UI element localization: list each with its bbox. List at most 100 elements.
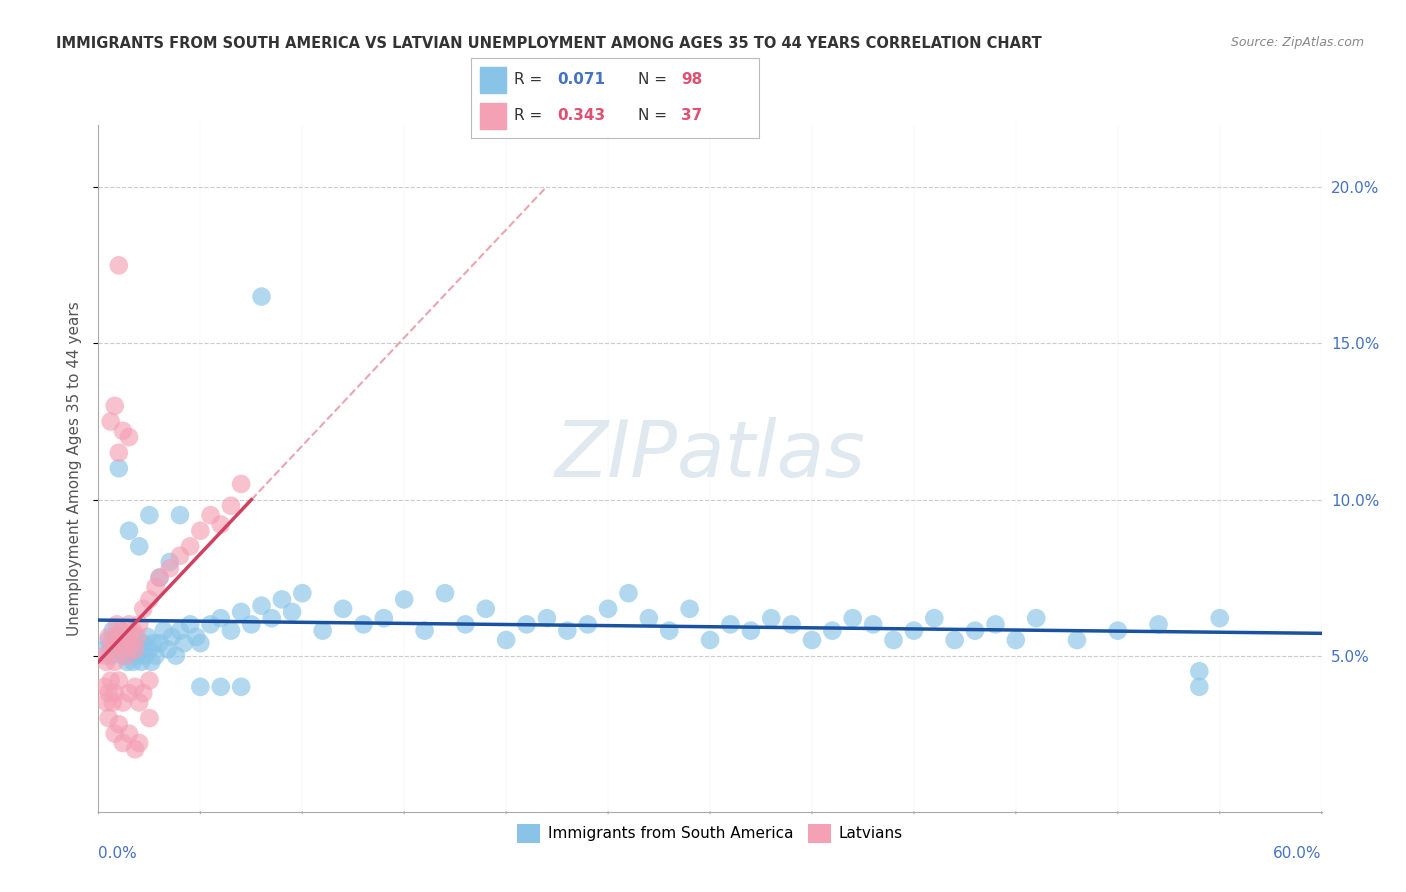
Point — [134, 648, 156, 663]
Point — [209, 680, 232, 694]
Point — [1066, 633, 1088, 648]
Point — [124, 642, 146, 657]
Point — [250, 599, 273, 613]
Point — [110, 636, 132, 650]
Point — [132, 601, 155, 615]
Point — [100, 414, 122, 428]
Point — [1188, 664, 1211, 678]
Point — [145, 580, 167, 594]
Point — [93, 648, 115, 663]
Point — [169, 624, 191, 638]
Legend: Immigrants from South America, Latvians: Immigrants from South America, Latvians — [510, 818, 910, 848]
Point — [108, 642, 131, 657]
Point — [136, 630, 159, 644]
Point — [679, 601, 702, 615]
Point — [159, 555, 181, 569]
Point — [495, 633, 517, 648]
Point — [332, 601, 354, 615]
Point — [536, 611, 558, 625]
Point — [128, 642, 150, 657]
Point — [124, 680, 146, 694]
Bar — [479, 103, 506, 128]
Point — [209, 517, 232, 532]
Point — [965, 624, 987, 638]
Point — [1004, 633, 1026, 648]
Point — [159, 561, 181, 575]
Point — [120, 636, 142, 650]
Text: 98: 98 — [682, 72, 703, 87]
Point — [138, 592, 160, 607]
Point — [841, 611, 863, 625]
Point — [97, 633, 120, 648]
Point — [1025, 611, 1047, 625]
Point — [128, 617, 150, 632]
Point — [152, 624, 174, 638]
Point — [617, 586, 640, 600]
Point — [142, 636, 165, 650]
Point — [138, 642, 160, 657]
Text: N =: N = — [638, 108, 672, 123]
Point — [105, 630, 128, 644]
Point — [1209, 611, 1232, 625]
Point — [118, 636, 141, 650]
Point — [883, 633, 905, 648]
Point — [219, 624, 242, 638]
Point — [101, 633, 124, 648]
Point — [188, 680, 212, 694]
Point — [231, 476, 253, 491]
Point — [720, 617, 742, 632]
Point — [922, 611, 945, 625]
Bar — [479, 67, 506, 93]
Point — [352, 617, 374, 632]
Point — [96, 696, 118, 710]
Point — [127, 630, 149, 644]
Point — [1147, 617, 1170, 632]
Point — [903, 624, 925, 638]
Point — [576, 617, 599, 632]
Point — [122, 624, 145, 638]
Point — [129, 655, 152, 669]
Point — [156, 642, 179, 657]
Point — [392, 592, 416, 607]
Text: Source: ZipAtlas.com: Source: ZipAtlas.com — [1230, 36, 1364, 49]
Point — [186, 630, 208, 644]
Point — [173, 636, 195, 650]
Point — [149, 571, 172, 585]
Point — [104, 726, 127, 740]
Point — [200, 617, 222, 632]
Point — [138, 508, 160, 523]
Text: R =: R = — [515, 72, 547, 87]
Point — [93, 680, 115, 694]
Point — [250, 289, 273, 303]
Text: 37: 37 — [682, 108, 703, 123]
Point — [111, 648, 134, 663]
Point — [108, 717, 131, 731]
Point — [188, 524, 212, 538]
Point — [179, 617, 201, 632]
Point — [118, 430, 141, 444]
Point — [141, 655, 163, 669]
Point — [108, 461, 131, 475]
Point — [100, 642, 122, 657]
Point — [118, 686, 141, 700]
Point — [474, 601, 498, 615]
Point — [169, 508, 191, 523]
Text: ZIPatlas: ZIPatlas — [554, 417, 866, 492]
Point — [160, 630, 183, 644]
Point — [111, 642, 134, 657]
Point — [132, 636, 155, 650]
Point — [108, 259, 131, 273]
Text: N =: N = — [638, 72, 672, 87]
Point — [413, 624, 436, 638]
Point — [179, 539, 201, 553]
Point — [104, 399, 127, 413]
Point — [699, 633, 721, 648]
Text: 0.071: 0.071 — [558, 72, 606, 87]
Point — [111, 424, 134, 438]
Point — [120, 642, 142, 657]
Point — [104, 686, 127, 700]
Point — [114, 630, 136, 644]
Point — [231, 605, 253, 619]
Point — [108, 673, 131, 688]
Text: R =: R = — [515, 108, 547, 123]
